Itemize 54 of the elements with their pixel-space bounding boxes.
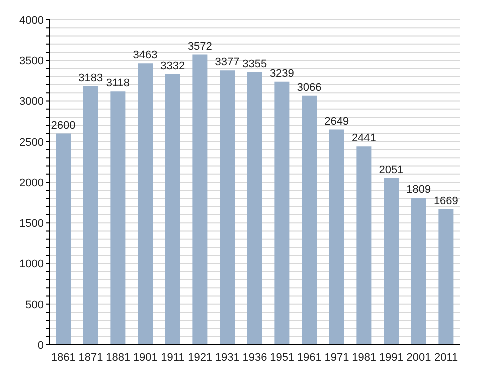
bar: [138, 64, 154, 345]
x-tick-label: 2001: [406, 352, 432, 364]
data-label: 3183: [78, 72, 104, 84]
y-tick-label: 2500: [20, 136, 44, 149]
data-label: 1669: [434, 195, 458, 208]
bar: [220, 70, 236, 345]
data-label: 1809: [406, 184, 432, 196]
bar: [274, 82, 290, 345]
bar: [329, 130, 344, 345]
bar: [302, 96, 318, 345]
x-tick-label: 1901: [133, 352, 158, 364]
data-label: 2649: [324, 116, 350, 128]
bar: [83, 86, 98, 345]
y-tick-label: 0: [38, 340, 44, 352]
data-label: 2600: [51, 120, 76, 132]
x-tick-label: 1871: [78, 352, 104, 364]
x-tick-label: 1921: [188, 352, 213, 364]
data-label: 3332: [160, 60, 186, 72]
bar: [356, 146, 372, 345]
y-tick-label: 4000: [20, 14, 44, 27]
x-tick-label: 1881: [106, 352, 131, 364]
bar: [438, 209, 454, 345]
x-tick-label: 1991: [379, 352, 404, 364]
data-label: 3572: [188, 40, 212, 53]
x-tick-label: 1911: [161, 352, 185, 364]
data-label: 3239: [270, 68, 294, 80]
y-tick-label: 2000: [20, 177, 44, 190]
x-tick-label: 1981: [352, 352, 377, 364]
data-label: 3118: [106, 78, 130, 90]
x-tick-label: 2011: [434, 352, 458, 364]
x-tick-label: 1971: [324, 352, 350, 364]
data-label: 3355: [242, 58, 268, 70]
y-tick-label: 1500: [20, 218, 44, 230]
data-label: 3377: [215, 56, 240, 69]
data-label: 3463: [133, 50, 158, 62]
y-tick-label: 3000: [20, 96, 44, 108]
bar: [384, 178, 400, 345]
x-tick-label: 1936: [242, 352, 268, 364]
data-label: 2441: [352, 132, 376, 145]
bar: [247, 72, 262, 345]
y-tick-label: 1000: [20, 258, 44, 271]
bar: [192, 54, 208, 345]
y-tick-label: 3500: [20, 56, 44, 68]
y-tick-label: 500: [26, 299, 44, 312]
data-label: 2051: [379, 164, 404, 176]
x-tick-label: 1951: [270, 352, 295, 364]
x-tick-label: 1861: [51, 352, 76, 364]
bar: [56, 134, 72, 345]
bar: [165, 74, 180, 345]
bar: [110, 92, 126, 345]
x-tick-label: 1961: [297, 352, 322, 364]
data-label: 3066: [297, 82, 322, 94]
bar: [411, 198, 426, 345]
x-tick-label: 1931: [215, 352, 240, 364]
